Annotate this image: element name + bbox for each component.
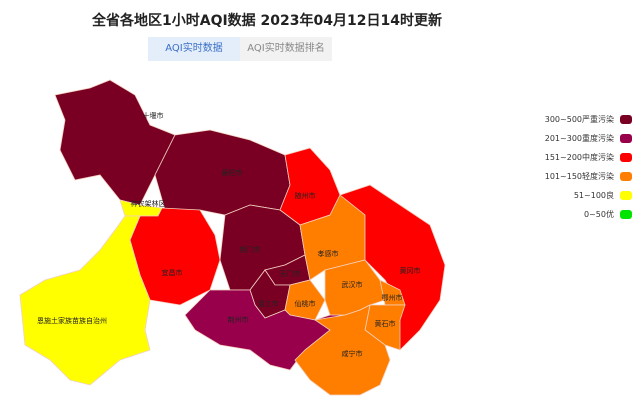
region-label: 武汉市 (342, 280, 363, 289)
legend-item[interactable]: 51~100良 (545, 186, 632, 205)
legend-swatch (620, 153, 632, 162)
region-label: 黄石市 (375, 319, 396, 328)
page-title: 全省各地区1小时AQI数据 2023年04月12日14时更新 (92, 13, 442, 29)
region-label: 随州市 (295, 191, 316, 200)
legend-label: 300~500严重污染 (544, 115, 614, 124)
legend-item[interactable]: 0~50优 (545, 205, 632, 224)
region-5[interactable] (19, 215, 151, 386)
region-label: 孝感市 (318, 249, 339, 258)
region-13[interactable] (339, 184, 446, 351)
legend-label: 151~200中度污染 (544, 153, 614, 162)
region-16[interactable] (294, 304, 391, 396)
legend-label: 201~300重度污染 (544, 134, 614, 143)
region-0[interactable] (54, 79, 176, 206)
legend-label: 51~100良 (573, 191, 614, 200)
legend-item[interactable]: 151~200中度污染 (545, 148, 632, 167)
region-label: 咸宁市 (342, 349, 363, 358)
region-label: 潜江市 (258, 299, 279, 308)
legend-label: 0~50优 (584, 210, 614, 219)
legend: 300~500严重污染 201~300重度污染 151~200中度污染 101~150… (545, 110, 632, 224)
region-label: 仙桃市 (295, 299, 316, 308)
region-label: 十堰市 (143, 111, 164, 120)
tab-aqi-realtime[interactable]: AQI实时数据 (148, 37, 240, 61)
region-label: 黄冈市 (400, 266, 421, 275)
region-label: 鄂州市 (382, 293, 403, 302)
region-label: 宜昌市 (162, 268, 183, 277)
region-label: 荆门市 (240, 245, 261, 254)
region-label: 天门市 (280, 269, 301, 278)
region-label: 恩施土家族苗族自治州 (37, 316, 107, 325)
legend-label: 101~150轻度污染 (544, 172, 614, 181)
region-label: 神农架林区 (131, 199, 166, 208)
legend-swatch (620, 210, 632, 219)
legend-item[interactable]: 300~500严重污染 (545, 110, 632, 129)
legend-item[interactable]: 201~300重度污染 (545, 129, 632, 148)
legend-swatch (620, 134, 632, 143)
legend-item[interactable]: 101~150轻度污染 (545, 167, 632, 186)
tab-aqi-ranking[interactable]: AQI实时数据排名 (240, 37, 332, 61)
tab-bar: AQI实时数据 AQI实时数据排名 (148, 37, 332, 61)
legend-swatch (620, 191, 632, 200)
legend-swatch (620, 115, 632, 124)
region-label: 荆州市 (228, 315, 249, 324)
legend-swatch (620, 172, 632, 181)
region-label: 襄阳市 (222, 168, 243, 177)
